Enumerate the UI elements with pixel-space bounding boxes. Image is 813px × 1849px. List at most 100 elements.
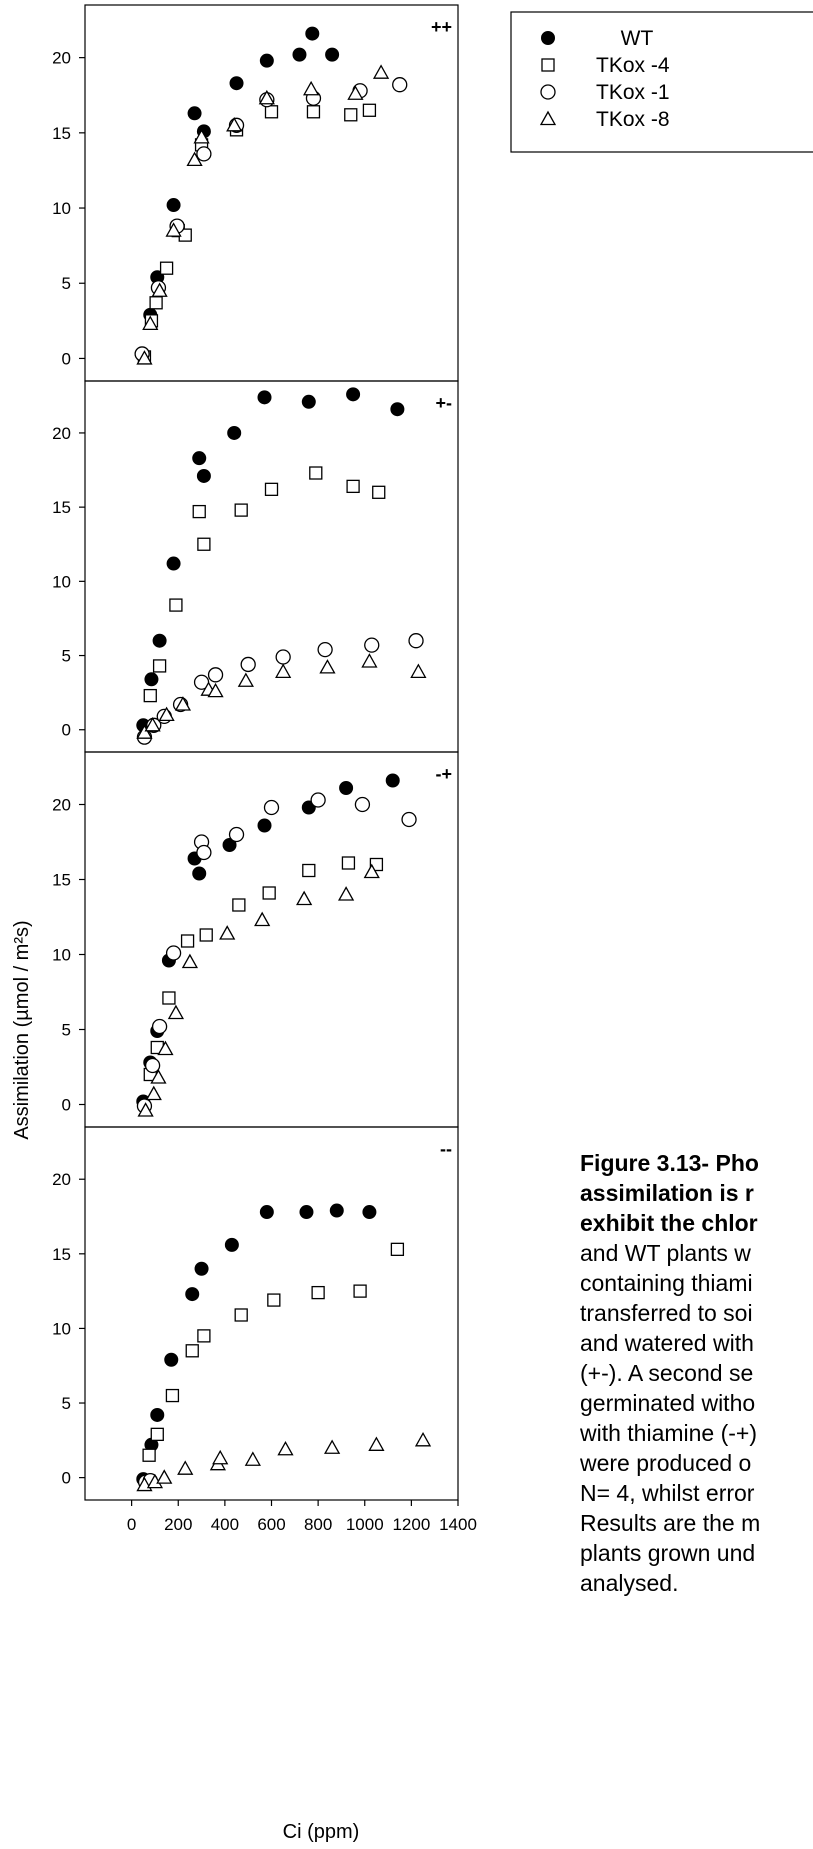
data-point bbox=[306, 105, 321, 119]
x-tick-label: 600 bbox=[257, 1515, 285, 1534]
data-point bbox=[390, 1242, 405, 1256]
data-point bbox=[177, 1460, 194, 1475]
data-point bbox=[185, 1287, 200, 1302]
series-wt bbox=[136, 26, 340, 363]
data-point bbox=[169, 598, 183, 612]
data-point bbox=[234, 1308, 248, 1322]
y-tick-label: 15 bbox=[52, 498, 71, 517]
data-point bbox=[212, 1449, 229, 1465]
y-tick-label: 15 bbox=[52, 124, 71, 143]
y-tick-label: 0 bbox=[62, 1096, 71, 1115]
caption-line: with thiamine (-+) bbox=[580, 1420, 758, 1446]
data-point bbox=[364, 637, 380, 653]
series-tkox-4 bbox=[142, 1242, 405, 1462]
caption-line: (+-). A second se bbox=[580, 1360, 754, 1386]
caption-line: analysed. bbox=[580, 1570, 679, 1596]
data-point bbox=[166, 198, 181, 213]
panel-label: ++ bbox=[431, 17, 452, 37]
caption-line: were produced o bbox=[580, 1450, 752, 1476]
data-point bbox=[152, 633, 167, 648]
data-point bbox=[363, 863, 380, 879]
data-point bbox=[165, 222, 182, 237]
data-point bbox=[346, 479, 360, 494]
caption-line: exhibit the chlor bbox=[580, 1210, 758, 1236]
data-point bbox=[186, 151, 203, 167]
data-point bbox=[414, 1431, 432, 1447]
y-tick-label: 0 bbox=[62, 349, 71, 368]
data-point bbox=[317, 641, 333, 658]
series-tkox-1 bbox=[136, 633, 424, 745]
data-point bbox=[311, 1285, 325, 1300]
data-point bbox=[156, 1469, 173, 1484]
data-point bbox=[344, 108, 358, 122]
data-point bbox=[192, 866, 207, 881]
x-axis: 0 200 400 600 800 1000 1200 1400 bbox=[127, 1500, 477, 1534]
data-point bbox=[303, 80, 320, 96]
legend-label: TKox -4 bbox=[596, 54, 670, 77]
data-point bbox=[224, 1237, 239, 1252]
data-point bbox=[324, 1439, 341, 1454]
data-point bbox=[222, 838, 237, 852]
data-point bbox=[229, 76, 244, 91]
data-point bbox=[329, 1203, 344, 1218]
data-point bbox=[197, 1329, 211, 1343]
data-point bbox=[368, 1436, 385, 1451]
data-point bbox=[347, 85, 364, 100]
data-point bbox=[267, 1293, 281, 1307]
data-point bbox=[144, 1057, 161, 1074]
y-tick-label: 20 bbox=[52, 49, 71, 68]
data-point bbox=[192, 451, 207, 466]
data-point bbox=[410, 663, 427, 679]
data-point bbox=[257, 818, 272, 833]
x-axis-label: Ci (ppm) bbox=[283, 1821, 360, 1843]
data-point bbox=[275, 649, 291, 665]
data-point bbox=[339, 781, 354, 795]
series-tkox-8 bbox=[136, 1431, 432, 1492]
y-tick-label: 20 bbox=[52, 1170, 71, 1189]
data-point bbox=[325, 47, 340, 62]
caption-line: Results are the m bbox=[580, 1510, 761, 1536]
y-tick-label: 15 bbox=[52, 871, 71, 890]
legend-marker bbox=[541, 58, 555, 72]
data-point bbox=[362, 1205, 377, 1220]
data-point bbox=[196, 468, 211, 483]
series-wt bbox=[136, 1203, 377, 1487]
data-point bbox=[194, 1261, 209, 1276]
legend-marker bbox=[539, 110, 557, 126]
y-tick-label: 15 bbox=[52, 1245, 71, 1264]
data-point bbox=[185, 1344, 199, 1358]
data-point bbox=[164, 1352, 179, 1367]
data-point bbox=[258, 89, 275, 105]
data-point bbox=[277, 1440, 294, 1456]
series-tkox-8 bbox=[137, 863, 380, 1117]
y-tick-label: 5 bbox=[62, 647, 71, 666]
data-point bbox=[150, 1407, 165, 1422]
y-tick-label: 0 bbox=[62, 1469, 71, 1488]
data-point bbox=[299, 1205, 314, 1220]
data-point bbox=[192, 504, 206, 519]
caption-line: germinated witho bbox=[580, 1390, 756, 1416]
data-point bbox=[319, 659, 336, 674]
y-tick-label: 5 bbox=[62, 1021, 71, 1040]
data-point bbox=[142, 1448, 156, 1462]
figure-caption: Figure 3.13- Pho assimilation is r exhibit… bbox=[580, 1148, 813, 1598]
series-wt bbox=[136, 387, 405, 733]
data-point bbox=[254, 911, 271, 927]
y-tick-label: 10 bbox=[52, 1319, 71, 1338]
series-tkox-8 bbox=[136, 653, 427, 739]
data-point bbox=[152, 659, 167, 673]
data-point bbox=[240, 656, 256, 673]
panel-2: 0 5 10 15 20 +- bbox=[52, 380, 459, 753]
data-point bbox=[301, 394, 316, 409]
data-point bbox=[158, 706, 175, 722]
data-point bbox=[392, 77, 408, 93]
x-tick-label: 0 bbox=[127, 1515, 136, 1534]
data-point bbox=[142, 315, 159, 330]
data-point bbox=[219, 925, 236, 940]
panel-label: +- bbox=[435, 393, 452, 413]
data-point bbox=[262, 886, 276, 900]
data-point bbox=[408, 633, 424, 649]
data-point bbox=[361, 653, 378, 668]
data-point bbox=[143, 688, 157, 703]
